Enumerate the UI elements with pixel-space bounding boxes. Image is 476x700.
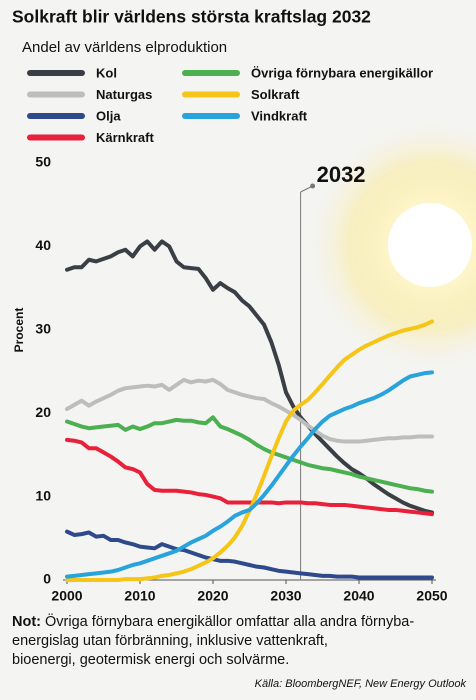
legend-label: Kol [96, 65, 117, 80]
x-tick-label: 2010 [124, 588, 155, 604]
series-line [65, 529, 434, 580]
note-text: Övriga förnybara energikällor omfattar a… [45, 614, 415, 630]
x-tick-label: 2030 [270, 588, 301, 604]
y-axis-label: Procent [12, 308, 26, 353]
y-tick-label: 20 [35, 404, 51, 420]
note-label: Not: [12, 614, 41, 630]
series-line [65, 239, 434, 515]
x-tick-label: 2020 [197, 588, 228, 604]
plot: Kol Naturgas Olja Kärnkraft Övriga förnybara… [27, 65, 448, 604]
series-line [65, 370, 434, 579]
annotation-connector [300, 185, 313, 193]
series-line [65, 437, 434, 517]
legend-label: Övriga förnybara energikällor [251, 65, 433, 80]
series-line [65, 415, 434, 494]
x-tick-label: 2050 [416, 588, 447, 604]
x-tick-label: 2040 [343, 588, 374, 604]
note-line: bioenergi, geotermisk energi och solvärm… [12, 652, 290, 668]
x-tick-label: 2000 [51, 588, 82, 604]
y-tick-label: 0 [43, 571, 51, 587]
legend-label: Solkraft [251, 87, 300, 102]
sun [388, 203, 472, 287]
source: Källa: BloombergNEF, New Energy Outlook [254, 678, 466, 690]
y-tick-label: 30 [35, 321, 51, 337]
y-tick-label: 50 [35, 154, 51, 170]
y-tick-label: 10 [35, 487, 51, 503]
legend-label: Kärnkraft [96, 130, 154, 145]
legend-label: Naturgas [96, 87, 152, 102]
chart-title: Solkraft blir världens största kraftslag… [12, 7, 371, 27]
chart-subtitle: Andel av världens elproduktion [22, 39, 227, 56]
y-tick-label: 40 [35, 237, 51, 253]
series-line [65, 377, 434, 444]
legend-label: Vindkraft [251, 108, 308, 123]
annotation-label: 2032 [317, 162, 366, 187]
note-line: energislag utan förbränning, inklusive v… [12, 633, 328, 649]
note-line: Not: Övriga förnybara energikällor omfat… [12, 613, 472, 632]
note: Not: Övriga förnybara energikällor omfat… [12, 613, 472, 670]
legend-label: Olja [96, 108, 121, 123]
